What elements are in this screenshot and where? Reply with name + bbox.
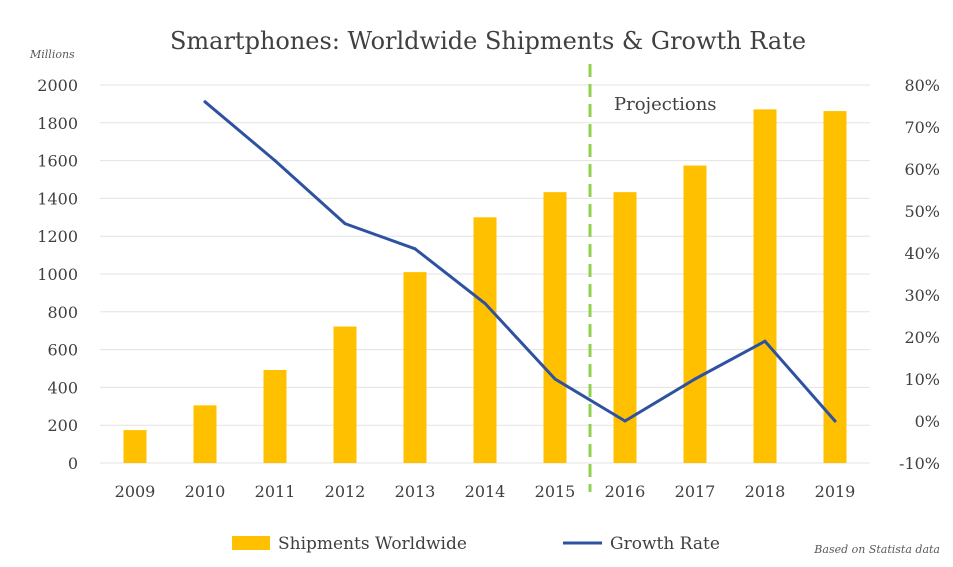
- right-tick-label: 50%: [904, 202, 940, 221]
- x-tick-label: 2015: [535, 482, 576, 501]
- legend-label-growth-rate: Growth Rate: [610, 534, 720, 554]
- left-tick-label: 1000: [37, 265, 78, 284]
- x-tick-label: 2014: [465, 482, 506, 501]
- right-tick-label: 30%: [904, 286, 940, 305]
- growth-rate-point-2017: [693, 377, 697, 381]
- growth-rate-point-2015: [553, 377, 557, 381]
- legend: Shipments Worldwide Growth Rate: [232, 534, 720, 554]
- bar-2018: [753, 109, 777, 464]
- chart-title: Smartphones: Worldwide Shipments & Growt…: [170, 27, 806, 55]
- shipments-bars: [123, 109, 847, 464]
- left-tick-label: 1200: [37, 227, 78, 246]
- bar-2019: [823, 111, 847, 463]
- right-tick-label: 10%: [904, 370, 940, 389]
- legend-label-shipments: Shipments Worldwide: [278, 534, 467, 554]
- y-axis-unit-label: Millions: [29, 48, 75, 61]
- x-tick-label: 2013: [395, 482, 436, 501]
- x-tick-label: 2016: [605, 482, 646, 501]
- left-axis-ticks: 0 200 400 600 800 1000 1200 1400 1600 1800 2000: [37, 76, 78, 473]
- right-tick-label: 0%: [915, 412, 940, 431]
- x-tick-label: 2018: [745, 482, 786, 501]
- growth-rate-point-2014: [483, 301, 487, 305]
- right-tick-label: 40%: [904, 244, 940, 263]
- right-axis-ticks: -10% 0% 10% 20% 30% 40% 50% 60% 70% 80%: [899, 76, 940, 473]
- left-tick-label: 2000: [37, 76, 78, 95]
- growth-rate-point-2010: [203, 100, 207, 104]
- bar-2016: [613, 192, 637, 463]
- growth-rate-point-2011: [273, 159, 277, 163]
- left-tick-label: 0: [68, 454, 78, 473]
- growth-rate-point-2018: [763, 339, 767, 343]
- x-axis-ticks: 2009 2010 2011 2012 2013 2014 2015 2016 2017 2018…: [115, 482, 856, 501]
- bar-2010: [193, 405, 217, 463]
- projection-divider-group: Projections: [588, 64, 717, 492]
- bar-2009: [123, 430, 147, 463]
- right-tick-label: 20%: [904, 328, 940, 347]
- bar-2017: [683, 165, 707, 463]
- growth-rate-point-2016: [623, 419, 627, 423]
- bar-2011: [263, 370, 287, 463]
- bar-2012: [333, 326, 357, 463]
- growth-rate-line: [203, 100, 837, 423]
- bar-2015: [543, 192, 567, 463]
- left-tick-label: 600: [47, 341, 78, 360]
- x-tick-label: 2012: [325, 482, 366, 501]
- right-tick-label: 60%: [904, 160, 940, 179]
- legend-swatch-shipments: [232, 536, 270, 550]
- x-tick-label: 2017: [675, 482, 716, 501]
- left-tick-label: 800: [47, 303, 78, 322]
- growth-rate-point-2013: [413, 247, 417, 251]
- growth-rate-point-2019: [833, 419, 837, 423]
- right-tick-label: -10%: [899, 454, 940, 473]
- left-tick-label: 1400: [37, 189, 78, 208]
- x-tick-label: 2010: [185, 482, 226, 501]
- left-tick-label: 1800: [37, 114, 78, 133]
- growth-rate-point-2012: [343, 222, 347, 226]
- x-tick-label: 2019: [815, 482, 856, 501]
- left-tick-label: 1600: [37, 152, 78, 171]
- source-note: Based on Statista data: [813, 543, 940, 556]
- projection-label: Projections: [614, 94, 717, 115]
- left-tick-label: 400: [47, 378, 78, 397]
- right-tick-label: 70%: [904, 118, 940, 137]
- growth-rate-line-group: [203, 100, 837, 423]
- left-tick-label: 200: [47, 416, 78, 435]
- bar-2014: [473, 217, 497, 463]
- bar-2013: [403, 272, 427, 463]
- x-tick-label: 2009: [115, 482, 156, 501]
- right-tick-label: 80%: [904, 76, 940, 95]
- x-tick-label: 2011: [255, 482, 296, 501]
